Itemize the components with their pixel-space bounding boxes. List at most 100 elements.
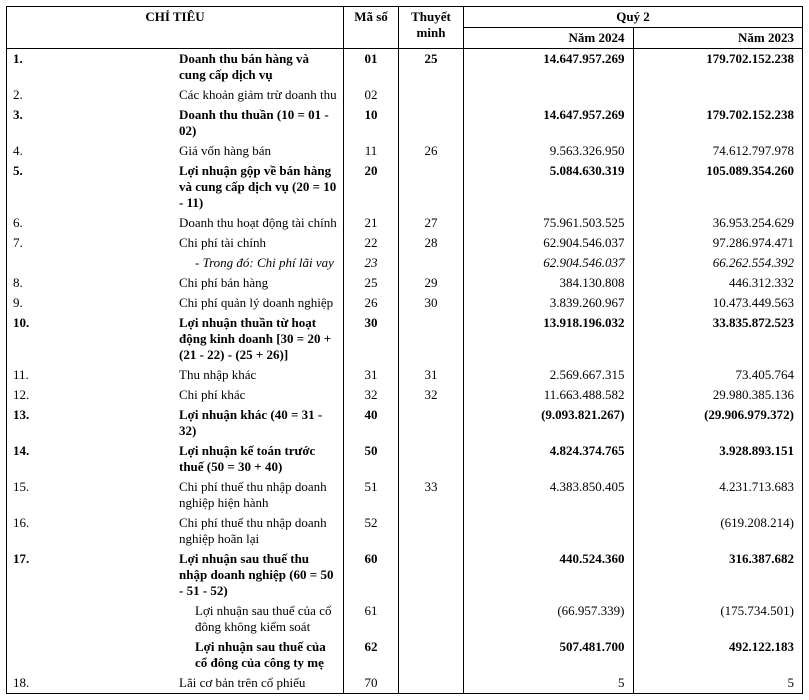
row-value-2024: 14.647.957.269 bbox=[464, 49, 634, 86]
row-label: Lợi nhuận kế toán trước thuế (50 = 30 + … bbox=[175, 441, 344, 477]
row-label: Chi phí tài chính bbox=[175, 233, 344, 253]
row-value-2023: 4.231.713.683 bbox=[633, 477, 803, 513]
row-value-2023: 73.405.764 bbox=[633, 365, 803, 385]
row-value-2023 bbox=[633, 85, 803, 105]
row-thuyetminh: 32 bbox=[399, 385, 464, 405]
row-thuyetminh: 26 bbox=[399, 141, 464, 161]
row-value-2023: (29.906.979.372) bbox=[633, 405, 803, 441]
row-label: Lợi nhuận gộp về bán hàng và cung cấp dị… bbox=[175, 161, 344, 213]
row-value-2023: 446.312.332 bbox=[633, 273, 803, 293]
row-value-2023: 74.612.797.978 bbox=[633, 141, 803, 161]
table-row: 14.Lợi nhuận kế toán trước thuế (50 = 30… bbox=[7, 441, 803, 477]
row-maso: 51 bbox=[344, 477, 399, 513]
row-label: Lợi nhuận sau thuế thu nhập doanh nghiệp… bbox=[175, 549, 344, 601]
row-value-2023: 316.387.682 bbox=[633, 549, 803, 601]
row-value-2023: 179.702.152.238 bbox=[633, 105, 803, 141]
row-thuyetminh bbox=[399, 313, 464, 365]
row-thuyetminh bbox=[399, 85, 464, 105]
row-value-2023: (175.734.501) bbox=[633, 601, 803, 637]
row-value-2023: 179.702.152.238 bbox=[633, 49, 803, 86]
table-row: 2.Các khoản giảm trừ doanh thu02 bbox=[7, 85, 803, 105]
row-label: - Trong đó: Chi phí lãi vay bbox=[175, 253, 344, 273]
table-row: 10.Lợi nhuận thuần từ hoạt động kinh doa… bbox=[7, 313, 803, 365]
row-value-2024: 62.904.546.037 bbox=[464, 253, 634, 273]
row-value-2024: 4.824.374.765 bbox=[464, 441, 634, 477]
table-row: 17.Lợi nhuận sau thuế thu nhập doanh ngh… bbox=[7, 549, 803, 601]
row-value-2024: 75.961.503.525 bbox=[464, 213, 634, 233]
header-ma-so: Mã số bbox=[344, 7, 399, 49]
row-value-2024: 14.647.957.269 bbox=[464, 105, 634, 141]
row-maso: 26 bbox=[344, 293, 399, 313]
table-row: 13.Lợi nhuận khác (40 = 31 - 32)40(9.093… bbox=[7, 405, 803, 441]
row-maso: 30 bbox=[344, 313, 399, 365]
header-nam-2024: Năm 2024 bbox=[464, 28, 634, 49]
row-value-2023: 33.835.872.523 bbox=[633, 313, 803, 365]
row-number: 12. bbox=[7, 385, 176, 405]
row-label: Doanh thu thuần (10 = 01 - 02) bbox=[175, 105, 344, 141]
table-row: 8.Chi phí bán hàng2529384.130.808446.312… bbox=[7, 273, 803, 293]
row-thuyetminh bbox=[399, 549, 464, 601]
row-value-2024 bbox=[464, 85, 634, 105]
row-number: 2. bbox=[7, 85, 176, 105]
row-number: 16. bbox=[7, 513, 176, 549]
header-quy: Quý 2 bbox=[464, 7, 803, 28]
row-number: 1. bbox=[7, 49, 176, 86]
row-maso: 70 bbox=[344, 673, 399, 694]
row-thuyetminh bbox=[399, 441, 464, 477]
row-thuyetminh: 33 bbox=[399, 477, 464, 513]
table-header: CHỈ TIÊU Mã số Thuyết minh Quý 2 Năm 202… bbox=[7, 7, 803, 49]
row-maso: 01 bbox=[344, 49, 399, 86]
row-value-2024: 5.084.630.319 bbox=[464, 161, 634, 213]
row-value-2024: 440.524.360 bbox=[464, 549, 634, 601]
table-row: 18.Lãi cơ bản trên cổ phiếu7055 bbox=[7, 673, 803, 694]
row-thuyetminh: 29 bbox=[399, 273, 464, 293]
row-number bbox=[7, 637, 176, 673]
row-value-2023: 492.122.183 bbox=[633, 637, 803, 673]
row-value-2023: 97.286.974.471 bbox=[633, 233, 803, 253]
header-thuyet-minh: Thuyết minh bbox=[399, 7, 464, 49]
row-value-2024: 62.904.546.037 bbox=[464, 233, 634, 253]
row-label: Chi phí thuế thu nhập doanh nghiệp hiện … bbox=[175, 477, 344, 513]
row-value-2023: 3.928.893.151 bbox=[633, 441, 803, 477]
row-value-2024: 4.383.850.405 bbox=[464, 477, 634, 513]
row-value-2023: 36.953.254.629 bbox=[633, 213, 803, 233]
table-row: 11.Thu nhập khác31312.569.667.31573.405.… bbox=[7, 365, 803, 385]
row-maso: 11 bbox=[344, 141, 399, 161]
row-value-2024: 384.130.808 bbox=[464, 273, 634, 293]
row-maso: 52 bbox=[344, 513, 399, 549]
row-thuyetminh: 25 bbox=[399, 49, 464, 86]
row-maso: 60 bbox=[344, 549, 399, 601]
table-row: 15.Chi phí thuế thu nhập doanh nghiệp hi… bbox=[7, 477, 803, 513]
header-nam-2023: Năm 2023 bbox=[633, 28, 803, 49]
row-number bbox=[7, 253, 176, 273]
row-label: Chi phí khác bbox=[175, 385, 344, 405]
row-thuyetminh: 31 bbox=[399, 365, 464, 385]
row-number: 11. bbox=[7, 365, 176, 385]
row-value-2024: 3.839.260.967 bbox=[464, 293, 634, 313]
table-row: Lợi nhuận sau thuế của cổ đông không kiể… bbox=[7, 601, 803, 637]
financial-statement-table: CHỈ TIÊU Mã số Thuyết minh Quý 2 Năm 202… bbox=[6, 6, 803, 694]
row-maso: 40 bbox=[344, 405, 399, 441]
row-maso: 21 bbox=[344, 213, 399, 233]
row-label: Thu nhập khác bbox=[175, 365, 344, 385]
row-label: Doanh thu hoạt động tài chính bbox=[175, 213, 344, 233]
row-maso: 10 bbox=[344, 105, 399, 141]
row-value-2024: 13.918.196.032 bbox=[464, 313, 634, 365]
row-thuyetminh bbox=[399, 637, 464, 673]
row-label: Lợi nhuận thuần từ hoạt động kinh doanh … bbox=[175, 313, 344, 365]
row-thuyetminh bbox=[399, 161, 464, 213]
row-value-2024: 5 bbox=[464, 673, 634, 694]
row-number: 10. bbox=[7, 313, 176, 365]
row-thuyetminh bbox=[399, 405, 464, 441]
row-value-2024: 2.569.667.315 bbox=[464, 365, 634, 385]
row-thuyetminh bbox=[399, 601, 464, 637]
row-value-2024 bbox=[464, 513, 634, 549]
row-number: 18. bbox=[7, 673, 176, 694]
row-number: 5. bbox=[7, 161, 176, 213]
row-number: 7. bbox=[7, 233, 176, 253]
row-maso: 25 bbox=[344, 273, 399, 293]
row-number: 3. bbox=[7, 105, 176, 141]
row-maso: 61 bbox=[344, 601, 399, 637]
table-row: 7.Chi phí tài chính222862.904.546.03797.… bbox=[7, 233, 803, 253]
row-label: Lợi nhuận sau thuế của cổ đông của công … bbox=[175, 637, 344, 673]
